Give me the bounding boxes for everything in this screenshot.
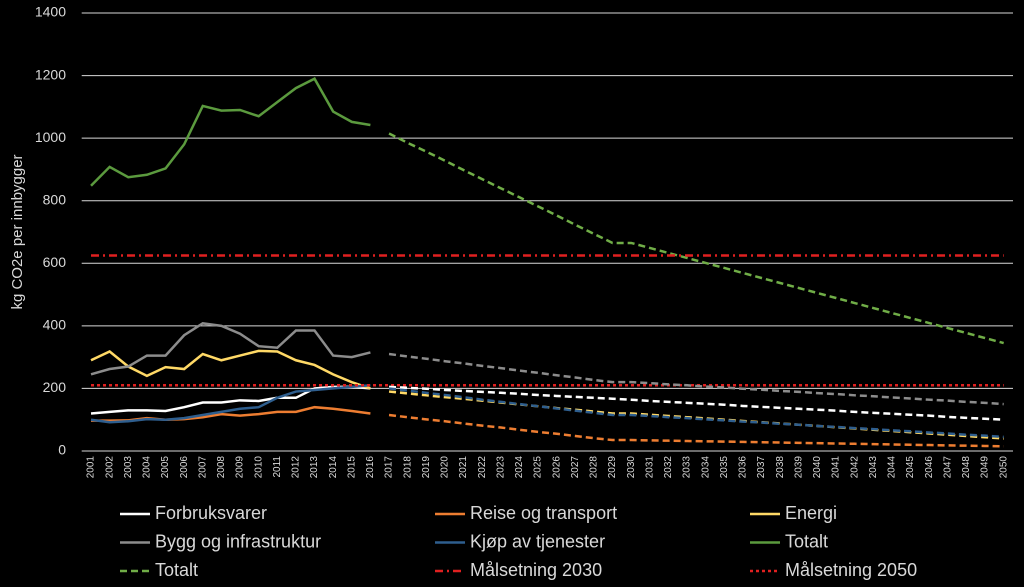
x-tick-label: 2017 bbox=[384, 456, 395, 479]
x-tick-label: 2029 bbox=[607, 456, 618, 479]
x-tick-label: 2016 bbox=[365, 456, 376, 479]
y-tick-label: 1400 bbox=[35, 4, 66, 20]
x-tick-label: 2041 bbox=[831, 456, 842, 479]
x-tick-label: 2011 bbox=[272, 456, 283, 478]
legend-label: Totalt bbox=[155, 560, 198, 580]
x-tick-label: 2047 bbox=[942, 456, 953, 479]
y-tick-label: 200 bbox=[43, 379, 67, 395]
y-tick-label: 1000 bbox=[35, 129, 66, 145]
x-tick-label: 2050 bbox=[998, 456, 1009, 479]
x-tick-label: 2003 bbox=[123, 456, 134, 479]
x-tick-label: 2048 bbox=[961, 456, 972, 479]
series-line bbox=[388, 387, 1004, 439]
x-tick-label: 2009 bbox=[235, 456, 246, 479]
legend-label: Totalt bbox=[785, 531, 828, 551]
x-tick-label: 2043 bbox=[868, 456, 879, 479]
x-tick-label: 2018 bbox=[402, 456, 413, 479]
y-tick-label: 600 bbox=[43, 254, 67, 270]
x-tick-label: 2010 bbox=[253, 456, 264, 479]
series-line bbox=[90, 349, 371, 390]
x-tick-label: 2005 bbox=[160, 456, 171, 479]
x-tick-label: 2040 bbox=[812, 456, 823, 479]
x-tick-label: 2019 bbox=[421, 456, 432, 479]
legend-label: Bygg og infrastruktur bbox=[155, 531, 321, 551]
series-line bbox=[90, 385, 371, 415]
x-tick-label: 2025 bbox=[533, 456, 544, 479]
x-tick-label: 2008 bbox=[216, 456, 227, 479]
x-tick-label: 2026 bbox=[551, 456, 562, 479]
x-tick-label: 2036 bbox=[738, 456, 749, 479]
legend-label: Energi bbox=[785, 503, 837, 523]
x-tick-label: 2014 bbox=[328, 456, 339, 479]
y-tick-label: 1200 bbox=[35, 66, 66, 82]
x-tick-label: 2004 bbox=[142, 456, 153, 479]
x-tick-label: 2024 bbox=[514, 456, 525, 479]
x-tick-label: 2001 bbox=[86, 456, 97, 479]
x-tick-label: 2044 bbox=[887, 456, 898, 479]
x-tick-label: 2023 bbox=[495, 456, 506, 479]
y-tick-label: 800 bbox=[43, 191, 67, 207]
x-tick-label: 2015 bbox=[346, 456, 357, 479]
x-tick-label: 2034 bbox=[700, 456, 711, 479]
x-tick-label: 2046 bbox=[924, 456, 935, 479]
legend-label: Reise og transport bbox=[470, 503, 617, 523]
x-tick-label: 2013 bbox=[309, 456, 320, 479]
x-tick-label: 2007 bbox=[197, 456, 208, 479]
series-line bbox=[388, 352, 1004, 406]
series-line bbox=[388, 385, 1004, 421]
x-tick-label: 2042 bbox=[849, 456, 860, 479]
x-tick-label: 2030 bbox=[626, 456, 637, 479]
legend-label: Forbruksvarer bbox=[155, 503, 267, 523]
x-tick-label: 2032 bbox=[663, 456, 674, 479]
x-tick-label: 2037 bbox=[756, 456, 767, 479]
series-line bbox=[90, 384, 371, 424]
x-tick-label: 2002 bbox=[104, 456, 115, 479]
x-tick-label: 2028 bbox=[589, 456, 600, 479]
series-line bbox=[90, 322, 371, 376]
x-tick-label: 2035 bbox=[719, 456, 730, 479]
x-tick-label: 2027 bbox=[570, 456, 581, 479]
legend-label: Målsetning 2030 bbox=[470, 560, 602, 580]
series-line bbox=[388, 132, 1005, 345]
y-tick-label: 0 bbox=[58, 442, 66, 458]
x-tick-label: 2006 bbox=[179, 456, 190, 479]
x-tick-label: 2031 bbox=[644, 456, 655, 479]
y-tick-label: 400 bbox=[43, 317, 67, 333]
x-tick-label: 2012 bbox=[291, 456, 302, 479]
legend-label: Målsetning 2050 bbox=[785, 560, 917, 580]
x-tick-label: 2049 bbox=[980, 456, 991, 479]
y-axis-label: kg CO2e per innbygger bbox=[9, 154, 26, 309]
x-tick-label: 2045 bbox=[905, 456, 916, 479]
x-tick-label: 2033 bbox=[682, 456, 693, 479]
x-tick-label: 2021 bbox=[458, 456, 469, 479]
x-tick-label: 2038 bbox=[775, 456, 786, 479]
series-line bbox=[388, 413, 1004, 448]
x-tick-label: 2022 bbox=[477, 456, 488, 479]
series-line bbox=[90, 77, 371, 187]
x-tick-label: 2020 bbox=[440, 456, 451, 479]
x-tick-label: 2039 bbox=[793, 456, 804, 479]
legend-label: Kjøp av tjenester bbox=[470, 531, 605, 551]
